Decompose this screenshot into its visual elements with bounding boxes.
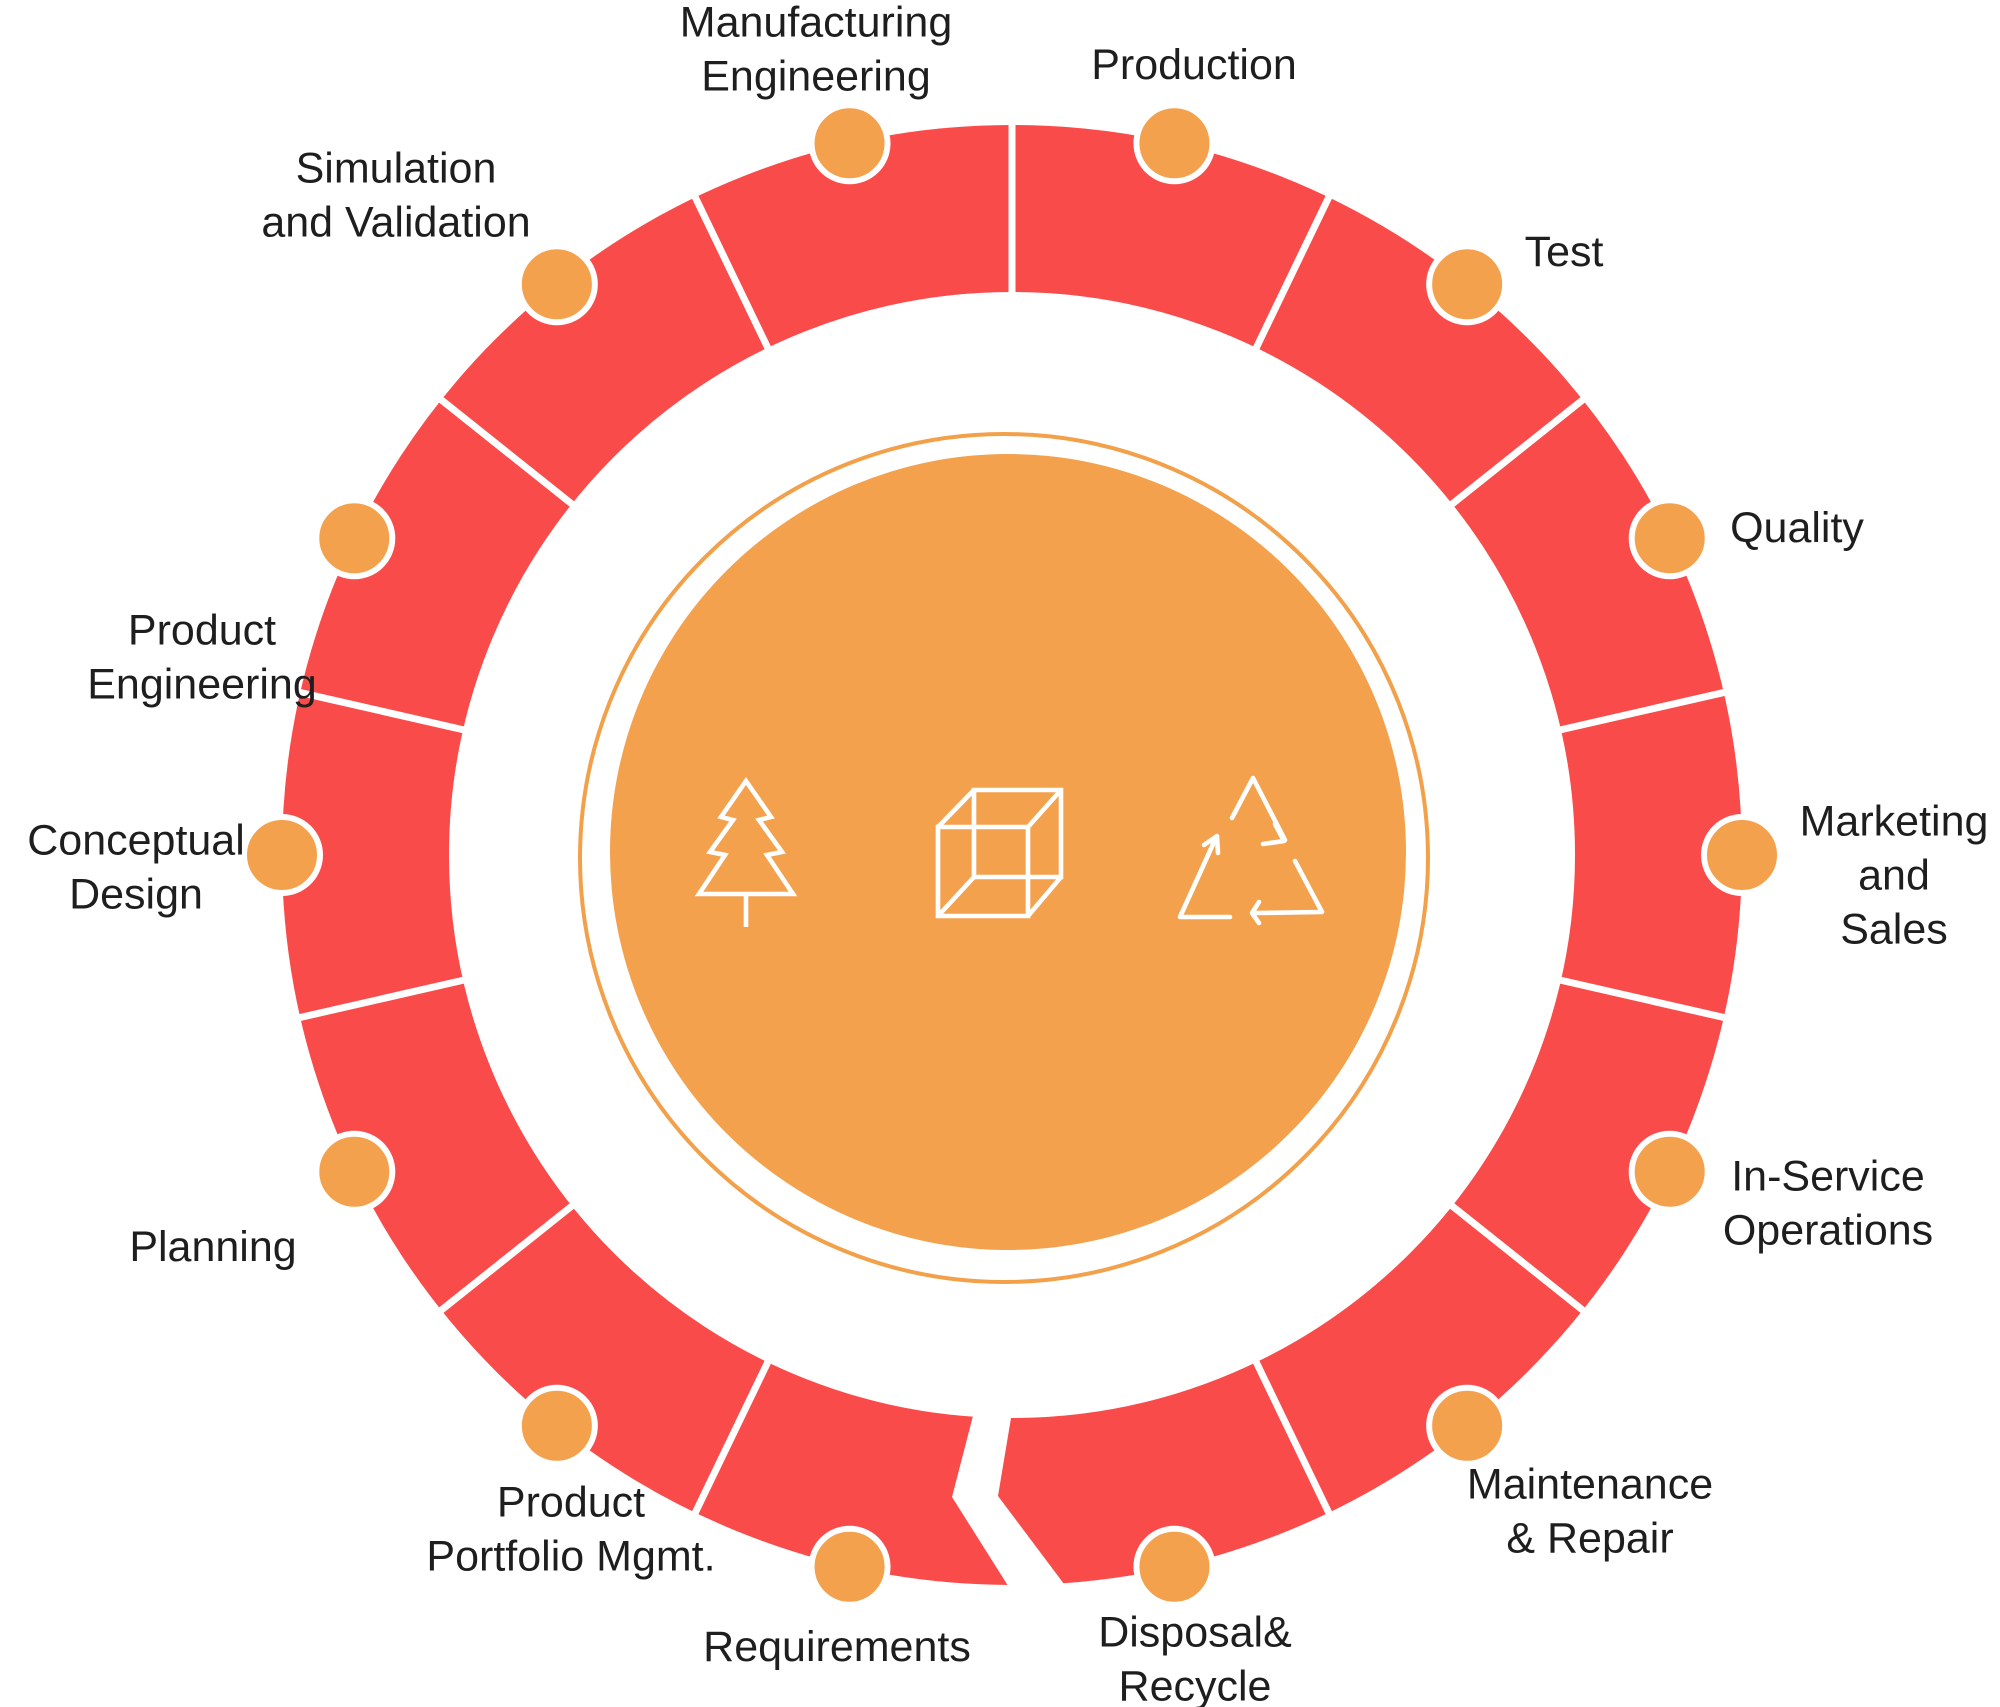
flow-arrow-notch	[952, 1412, 1070, 1600]
segment-divider	[281, 685, 482, 738]
segment-divider	[425, 1192, 589, 1325]
stage-nodes	[241, 102, 1783, 1608]
cube-icon	[935, 787, 1064, 919]
stage-node-marketing-and-sales	[1701, 814, 1783, 896]
segment-divider	[425, 385, 589, 518]
stage-node-planning	[313, 1130, 396, 1213]
stage-node-in-service-operations	[1628, 1130, 1711, 1213]
segment-dividers	[281, 107, 1743, 1531]
segment-divider	[1435, 1192, 1599, 1325]
stage-node-manufacturing-engineering	[808, 102, 891, 185]
segment-divider	[281, 972, 482, 1025]
stage-node-production	[1133, 102, 1216, 185]
segment-divider	[684, 1344, 779, 1531]
stage-node-disposal-recycle	[1133, 1525, 1216, 1608]
center-disc	[610, 454, 1406, 1250]
recycle-triangle-icon	[1177, 775, 1325, 926]
segment-divider	[684, 179, 779, 366]
stage-node-product-engineering	[313, 497, 396, 580]
segment-divider	[1435, 385, 1599, 518]
stage-node-requirements	[808, 1525, 891, 1608]
center-disc-outline	[578, 432, 1430, 1284]
stage-node-product-portfolio-mgmt	[515, 1384, 598, 1467]
segment-divider	[1245, 1344, 1340, 1531]
segment-divider	[1542, 685, 1743, 738]
segment-divider	[1542, 972, 1743, 1025]
stage-node-simulation-and-validation	[515, 243, 598, 326]
stage-node-conceptual-design	[241, 814, 323, 896]
stage-node-quality	[1628, 497, 1711, 580]
stage-node-maintenance-repair	[1426, 1384, 1509, 1467]
center-icons	[694, 775, 1325, 927]
segment-divider	[1245, 179, 1340, 366]
stage-node-test	[1426, 243, 1509, 326]
pine-tree-icon	[694, 776, 798, 927]
